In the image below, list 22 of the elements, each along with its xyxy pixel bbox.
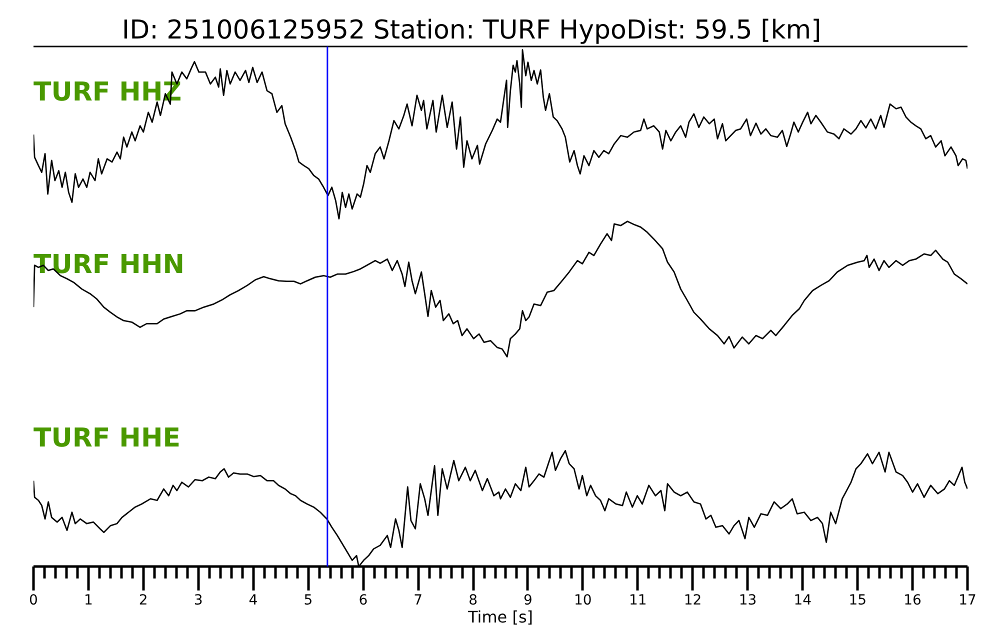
x-tick-label: 2 (138, 592, 148, 608)
x-tick-label: 8 (468, 592, 478, 608)
x-tick-label: 1 (84, 592, 93, 608)
x-tick-label: 10 (574, 592, 592, 608)
x-tick-label: 15 (848, 592, 867, 608)
x-tick-label: 3 (194, 592, 203, 608)
x-tick-label: 9 (524, 592, 532, 608)
x-tick-label: 0 (29, 592, 38, 608)
x-tick-label: 16 (904, 592, 922, 608)
x-tick-label: 13 (738, 592, 757, 608)
x-tick-label: 5 (304, 592, 313, 608)
x-tick-label: 17 (958, 592, 976, 608)
x-tick-label: 6 (358, 592, 368, 608)
x-tick-label: 4 (248, 592, 258, 608)
chart-title: ID: 251006125952 Station: TURF HypoDist: 59.5 [km] (122, 16, 822, 46)
x-tick-label: 11 (628, 592, 647, 608)
x-tick-label: 7 (414, 592, 423, 608)
x-tick-label: 12 (684, 592, 702, 608)
series-label: TURF HHN (34, 250, 184, 280)
x-axis-title: Time [s] (466, 608, 534, 626)
x-tick-label: 14 (794, 592, 812, 608)
series-label: TURF HHE (34, 424, 180, 454)
